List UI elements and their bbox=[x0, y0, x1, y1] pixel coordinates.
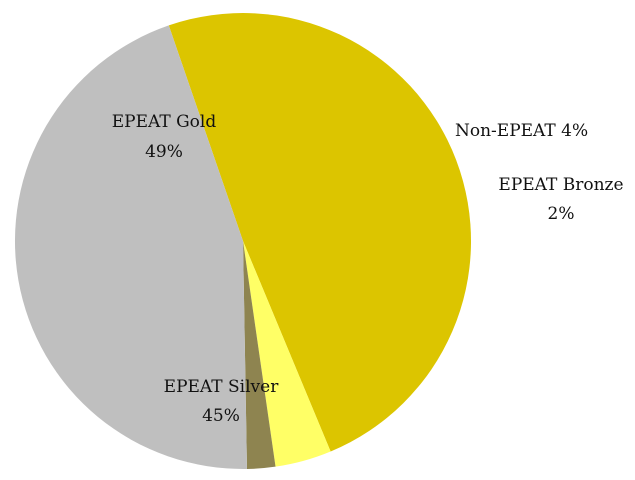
pie-slice-epeat-bronze bbox=[243, 241, 276, 469]
label-epeat-bronze-value: 2% bbox=[548, 204, 575, 224]
pie-slice-epeat-silver bbox=[14, 25, 247, 470]
pie-slice-epeat-gold bbox=[168, 12, 472, 452]
label-epeat-gold: EPEAT Gold 49% bbox=[112, 112, 217, 162]
label-epeat-gold-name: EPEAT Gold bbox=[112, 112, 217, 132]
label-epeat-bronze-name: EPEAT Bronze bbox=[498, 175, 623, 195]
label-non-epeat-name-value: Non-EPEAT 4% bbox=[455, 121, 588, 141]
label-epeat-silver: EPEAT Silver 45% bbox=[164, 377, 280, 426]
pie-slice-non-epeat bbox=[243, 241, 331, 467]
label-epeat-silver-value: 45% bbox=[202, 406, 240, 426]
label-non-epeat-name: Non-EPEAT bbox=[455, 121, 556, 141]
label-epeat-silver-name: EPEAT Silver bbox=[164, 377, 280, 397]
pie-slices bbox=[14, 12, 472, 470]
label-epeat-bronze: EPEAT Bronze 2% bbox=[498, 175, 623, 224]
label-non-epeat: Non-EPEAT 4% bbox=[455, 121, 588, 141]
label-epeat-gold-value: 49% bbox=[145, 142, 183, 162]
label-non-epeat-value: 4% bbox=[561, 121, 588, 141]
